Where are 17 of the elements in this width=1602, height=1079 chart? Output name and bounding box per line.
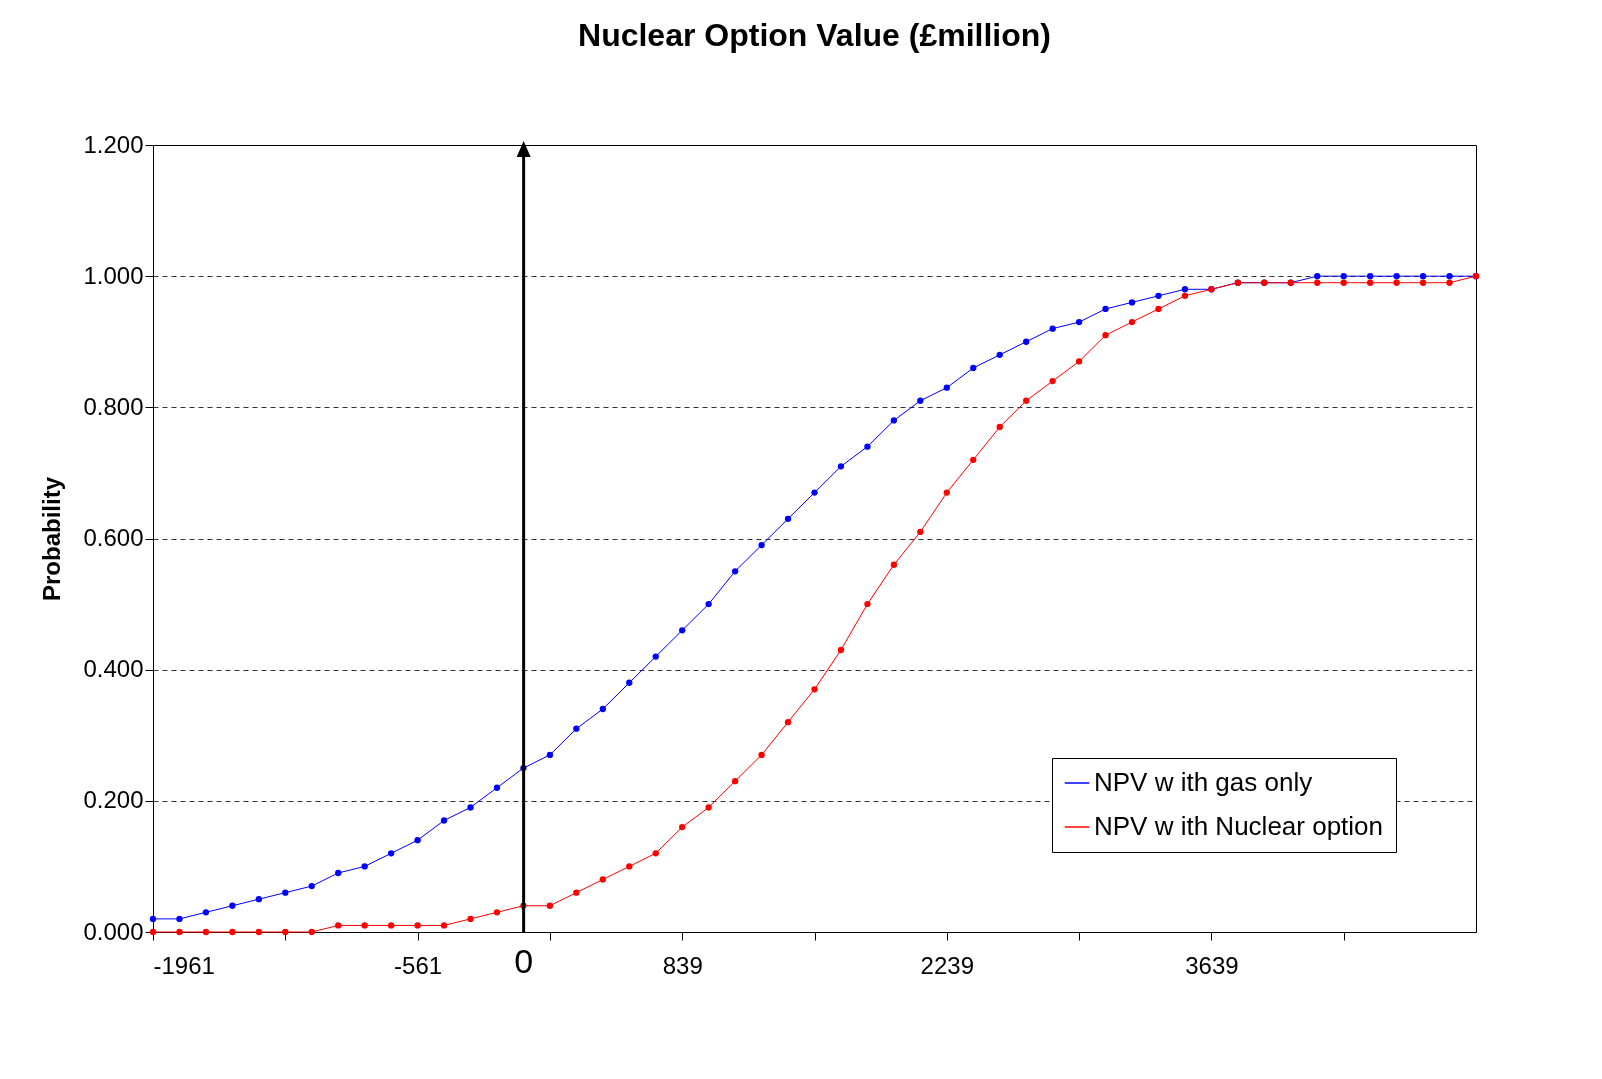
y-tick-label: 1.200: [83, 130, 144, 158]
x-tick-label: -561: [394, 951, 443, 979]
y-tick-label: 0.000: [83, 917, 144, 945]
y-axis-title: Probability: [38, 476, 66, 602]
x-tick-label: 839: [662, 951, 703, 979]
y-tick-label: 0.800: [83, 392, 144, 420]
y-tick-label: 0.400: [83, 655, 144, 683]
x-tick-label: 3639: [1185, 951, 1239, 979]
y-tick-label: 1.000: [83, 261, 144, 289]
chart-title: Nuclear Option Value (£million): [578, 17, 1051, 53]
legend-label: NPV w ith Nuclear option: [1094, 811, 1384, 841]
x-tick-label: 2239: [920, 951, 974, 979]
y-tick-label: 0.200: [83, 786, 144, 814]
ref-line-label: 0: [514, 942, 534, 980]
x-tick-label: -1961: [153, 951, 215, 979]
y-tick-label: 0.600: [83, 524, 144, 551]
legend-label: NPV w ith gas only: [1094, 767, 1313, 797]
